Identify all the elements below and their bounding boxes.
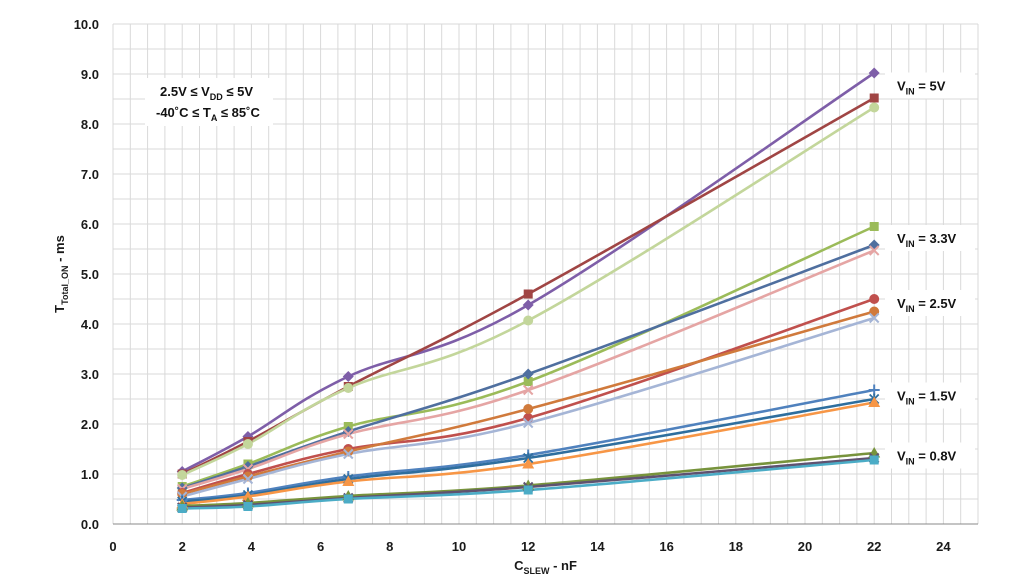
x-tick-label: 12 — [521, 539, 535, 554]
vin-label-box — [885, 442, 975, 469]
data-point — [242, 471, 253, 482]
y-tick-label: 1.0 — [81, 467, 99, 482]
y-axis-label: TTotal_ON - ms — [52, 235, 70, 313]
data-point — [343, 428, 354, 440]
data-point — [523, 485, 533, 495]
vin-label-box — [885, 290, 975, 316]
data-point — [522, 384, 534, 396]
x-axis-label: CSLEW - nF — [514, 558, 577, 576]
x-tick-label: 4 — [248, 539, 256, 554]
vin-label-box — [885, 382, 975, 409]
x-tick-label: 8 — [386, 539, 393, 554]
data-point — [343, 448, 354, 460]
data-point — [242, 461, 254, 472]
y-tick-label: 7.0 — [81, 167, 99, 182]
y-tick-label: 2.0 — [81, 417, 99, 432]
data-point — [523, 377, 533, 386]
x-tick-label: 24 — [936, 539, 951, 554]
data-point — [868, 396, 881, 407]
data-point — [343, 494, 353, 504]
vin-label: VIN = 3.3V — [897, 231, 957, 249]
x-tick-label: 10 — [452, 539, 466, 554]
x-tick-label: 22 — [867, 539, 881, 554]
data-point — [869, 93, 879, 103]
x-tick-label: 0 — [109, 539, 116, 554]
y-tick-label: 4.0 — [81, 317, 99, 332]
data-point — [243, 502, 253, 511]
x-tick-label: 16 — [659, 539, 673, 554]
vin-label: VIN = 1.5V — [897, 389, 957, 407]
annotation-box — [145, 78, 273, 126]
vdd-range-annotation: 2.5V ≤ VDD ≤ 5V — [160, 84, 253, 102]
data-point — [523, 289, 533, 299]
data-point — [869, 222, 879, 231]
data-point — [868, 67, 880, 79]
data-point — [869, 306, 880, 317]
vin-label-box — [885, 72, 975, 99]
data-point — [869, 102, 880, 113]
data-point — [522, 299, 534, 311]
data-point — [343, 446, 354, 457]
temperature-range-annotation: -40˚C ≤ TA ≤ 85˚C — [156, 105, 260, 123]
data-point — [522, 368, 534, 380]
data-point — [869, 455, 879, 465]
x-tick-label: 6 — [317, 539, 324, 554]
y-tick-label: 10.0 — [74, 17, 99, 32]
y-tick-label: 5.0 — [81, 267, 99, 282]
data-point — [177, 504, 187, 513]
x-tick-label: 18 — [729, 539, 743, 554]
data-point — [177, 489, 188, 499]
data-point — [242, 439, 253, 449]
y-tick-label: 8.0 — [81, 117, 99, 132]
vin-label-box — [885, 225, 975, 251]
series-markers — [176, 67, 881, 513]
vin-group-labels: VIN = 5V VIN = 3.3V VIN = 2.5V VIN = 1.5V VI… — [885, 72, 975, 469]
x-tick-label: 14 — [590, 539, 605, 554]
vin-label: VIN = 0.8V — [897, 449, 957, 467]
x-tick-label: 20 — [798, 539, 812, 554]
y-tick-label: 9.0 — [81, 67, 99, 82]
data-point — [869, 294, 880, 304]
data-point — [342, 426, 354, 437]
data-point — [342, 371, 354, 382]
data-point — [868, 312, 880, 324]
data-point — [868, 245, 880, 256]
data-point — [523, 315, 534, 326]
x-tick-label: 2 — [179, 539, 186, 554]
data-point — [241, 490, 254, 501]
vin-label: VIN = 5V — [897, 79, 946, 97]
data-point — [177, 470, 188, 480]
data-point — [242, 473, 254, 485]
data-point — [523, 404, 534, 414]
data-point — [342, 475, 355, 486]
vin-label: VIN = 2.5V — [897, 296, 957, 314]
y-tick-label: 0.0 — [81, 517, 99, 532]
data-point — [522, 458, 535, 469]
data-point — [522, 417, 534, 429]
y-tick-label: 3.0 — [81, 367, 99, 382]
data-point — [523, 413, 534, 423]
data-point — [343, 383, 354, 393]
y-tick-label: 6.0 — [81, 217, 99, 232]
tick-labels: 0.01.02.03.04.05.06.07.08.09.010.00 2 4 6 8 1… — [74, 17, 952, 554]
